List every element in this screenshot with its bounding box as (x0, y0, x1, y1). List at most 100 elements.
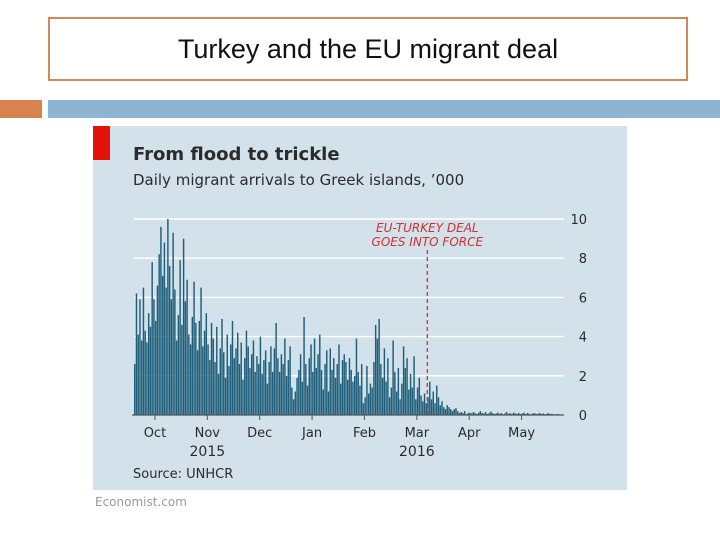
bar (495, 413, 497, 415)
bar (518, 413, 520, 415)
bar (401, 383, 403, 415)
y-tick-labels: 0 2 4 6 8 10 (570, 213, 587, 424)
bar (242, 379, 244, 415)
slide-title: Turkey and the EU migrant deal (177, 33, 559, 64)
arrivals-chart: From flood to trickle Daily migrant arri… (93, 126, 627, 490)
y-tick-label: 0 (579, 409, 587, 424)
bar (188, 334, 190, 415)
bar (266, 383, 269, 415)
chart-source: Source: UNHCR (133, 467, 233, 482)
bar (179, 260, 181, 415)
bar (296, 377, 298, 415)
bar (380, 364, 382, 415)
bar (165, 287, 167, 415)
bar (399, 399, 401, 415)
bar (149, 326, 152, 415)
bar (289, 346, 291, 415)
chart-subtitle: Daily migrant arrivals to Greek islands,… (133, 171, 464, 189)
bar (371, 387, 373, 415)
bar (392, 340, 394, 415)
bar (257, 364, 260, 415)
bar (420, 395, 422, 415)
bar (474, 413, 476, 415)
bar (256, 356, 258, 415)
bar (406, 358, 408, 415)
bar (441, 401, 443, 415)
bar (200, 287, 202, 415)
bar (231, 320, 234, 415)
chart-title: From flood to trickle (133, 144, 340, 165)
bar (313, 338, 316, 415)
bar (500, 413, 503, 415)
chart-background (93, 126, 627, 490)
bar (189, 344, 192, 415)
bar (270, 346, 272, 415)
bar (357, 371, 359, 415)
bar (282, 364, 284, 415)
bar (308, 358, 311, 415)
bar (416, 387, 419, 415)
bar (156, 285, 159, 415)
bar (230, 344, 232, 415)
bar (327, 391, 330, 415)
bar (352, 381, 354, 415)
bar (369, 383, 372, 415)
bar (333, 358, 335, 415)
bar (174, 289, 176, 415)
bar (151, 262, 153, 415)
bar (432, 391, 434, 415)
bar (240, 342, 242, 415)
bar (280, 354, 283, 415)
bar (411, 387, 414, 415)
bar (167, 219, 169, 415)
bar (355, 338, 358, 415)
bar (373, 362, 375, 415)
bar (277, 358, 279, 415)
bar (181, 324, 183, 415)
bar (310, 344, 312, 415)
bar (450, 409, 452, 415)
bar (367, 393, 370, 415)
bar (497, 412, 499, 415)
bar (264, 350, 267, 415)
bar (294, 391, 297, 415)
bar (221, 318, 223, 415)
bar (509, 413, 511, 415)
bar (250, 354, 253, 415)
bar (378, 318, 380, 415)
bar (291, 387, 293, 415)
bar (223, 352, 225, 415)
bar (312, 371, 314, 415)
bar (484, 412, 487, 415)
bar (226, 334, 228, 415)
bar (404, 367, 407, 415)
y-tick-label: 6 (579, 291, 587, 306)
bar (245, 330, 248, 415)
bar (168, 266, 171, 415)
bar (439, 405, 441, 415)
bar (385, 381, 387, 415)
bar (460, 412, 462, 415)
bar (217, 373, 220, 415)
year-label: 2016 (399, 444, 435, 460)
bar (340, 383, 342, 415)
bar (394, 371, 396, 415)
bar (203, 330, 206, 415)
bar (547, 413, 550, 415)
bar (360, 364, 363, 415)
economist-red-tab (93, 126, 110, 160)
bar (322, 389, 325, 415)
bar-series (134, 219, 560, 415)
bar (186, 279, 188, 415)
bar (423, 393, 426, 415)
bar (140, 340, 143, 415)
bar (533, 413, 536, 415)
bar (418, 377, 421, 415)
bar (261, 373, 263, 415)
bar (210, 322, 213, 415)
bar (228, 366, 230, 415)
bar (172, 232, 174, 415)
bar (430, 399, 433, 415)
bar (526, 413, 529, 415)
bar (209, 360, 211, 415)
